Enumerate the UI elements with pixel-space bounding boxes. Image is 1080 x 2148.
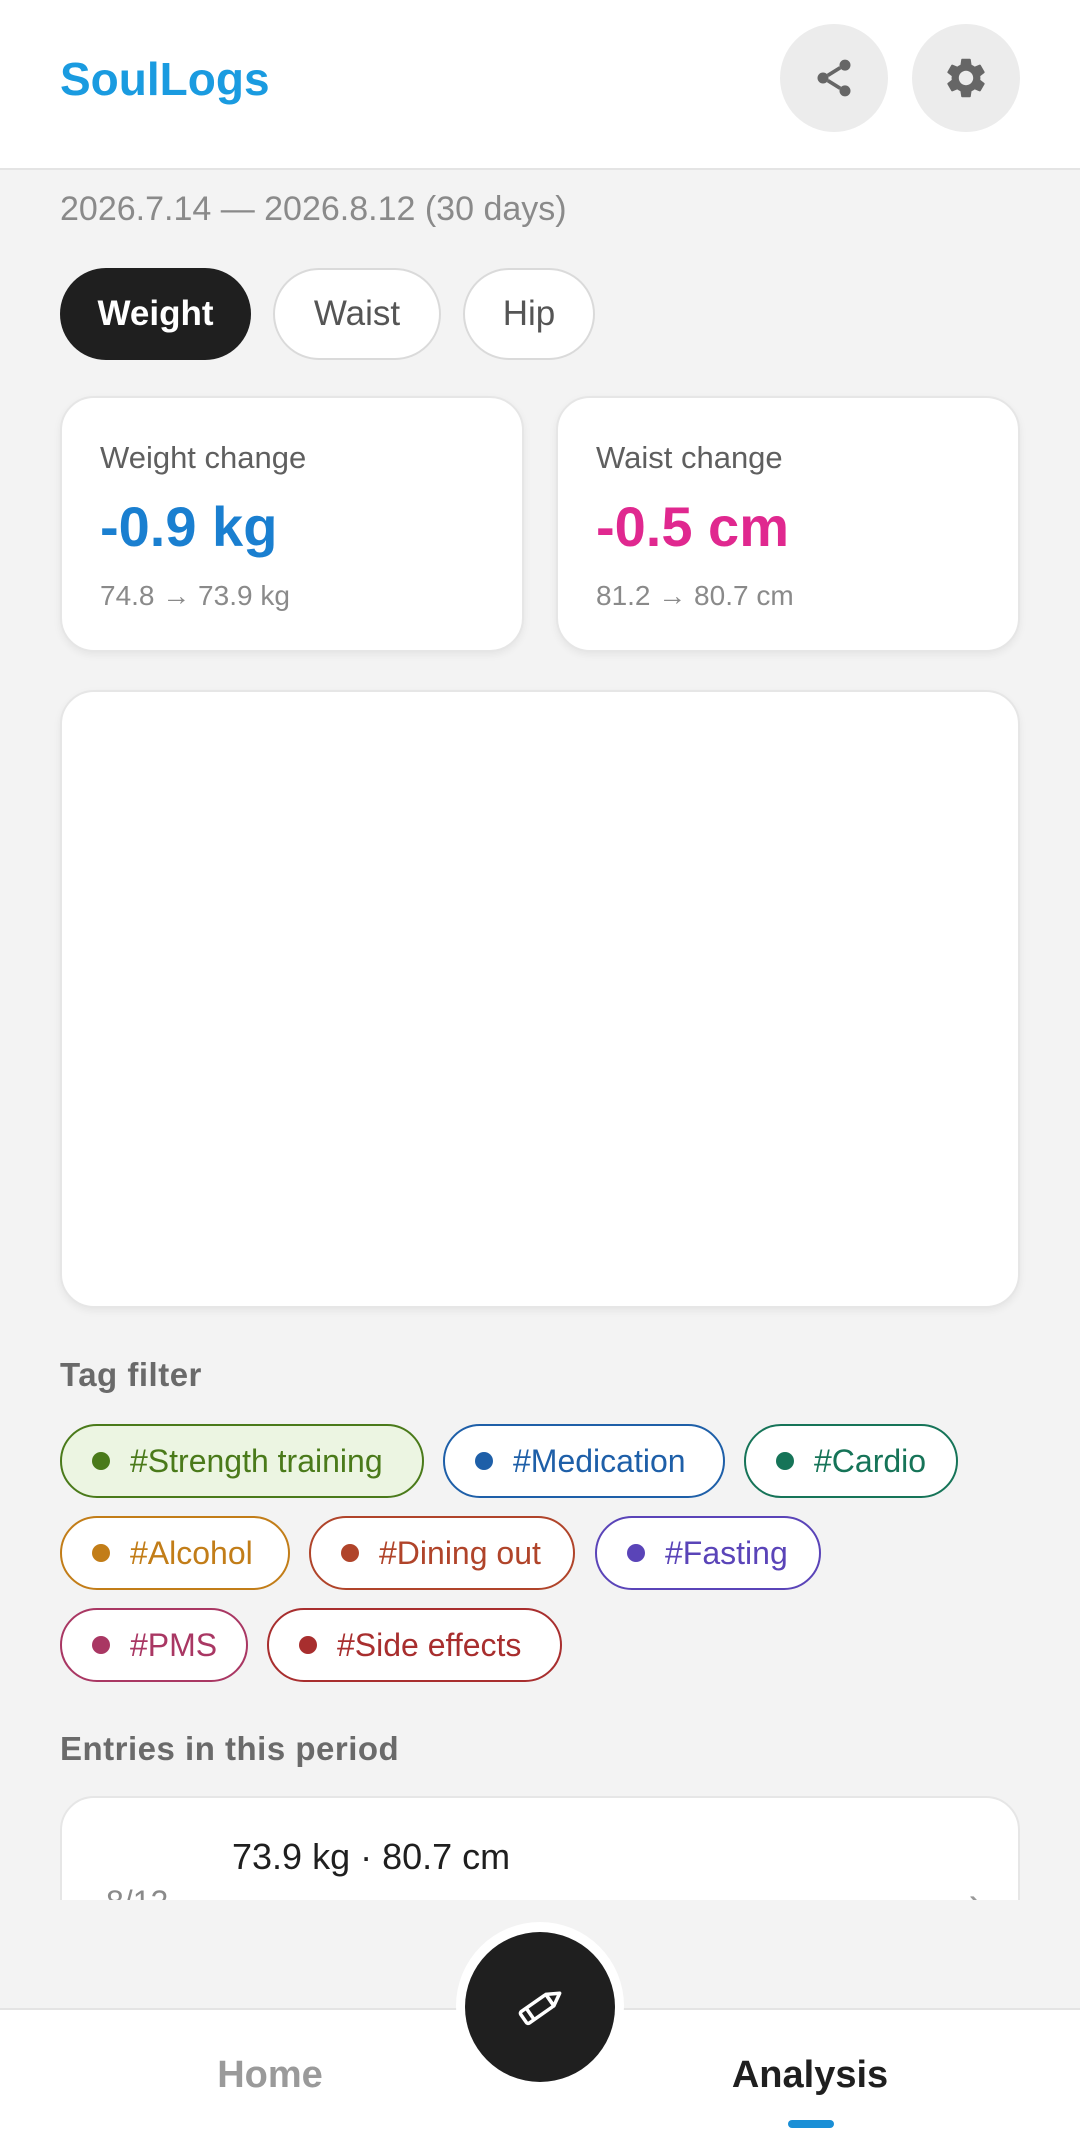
share-icon <box>817 59 851 97</box>
tag-label: #Cardio <box>814 1442 927 1479</box>
weight-chart: 75.074.574.073.57. 14.7. 25.8. 4.8. 12. <box>155 156 878 503</box>
tag-label: #Strength training <box>130 1442 383 1479</box>
entry-summary: 73.9 kg · 80.7 cm <box>232 1836 511 1877</box>
period-range: 2026.7.14 — 2026.8.12 (30 days) <box>60 190 567 228</box>
waist-change-card: Waist change -0.5 cm 81.2 → 80.7 cm <box>556 396 1020 652</box>
waist-change-value: -0.5 cm <box>596 495 789 558</box>
tag-dot <box>475 1452 493 1470</box>
entries-title: Entries in this period <box>60 1730 400 1767</box>
tag-filter-title: Tag filter <box>60 1356 202 1393</box>
top-app-bar: SoulLogs <box>0 0 1080 170</box>
tag-label: #PMS <box>130 1626 218 1663</box>
tag-side-effects[interactable]: #Side effects <box>267 1608 562 1682</box>
tab-hip[interactable]: Hip <box>463 268 595 360</box>
tag-alcohol[interactable]: #Alcohol <box>60 1516 290 1590</box>
tag-dot <box>299 1636 317 1654</box>
tag-medication[interactable]: #Medication <box>443 1424 725 1498</box>
gear-icon <box>947 58 985 98</box>
tag-pms[interactable]: #PMS <box>60 1608 248 1682</box>
waist-change-range: 81.2 → 80.7 cm <box>596 580 794 611</box>
tag-label: #Medication <box>513 1442 686 1479</box>
add-entry-button[interactable] <box>465 1932 615 2082</box>
tag-dot <box>92 1636 110 1654</box>
nav-home[interactable]: Home <box>217 2054 323 2096</box>
weight-change-range: 74.8 → 73.9 kg <box>100 580 290 611</box>
tag-dot <box>776 1452 794 1470</box>
share-button[interactable] <box>780 24 888 132</box>
chevron-right-icon: › <box>969 1880 982 1900</box>
nav-analysis[interactable]: Analysis <box>731 2054 889 2096</box>
app-title: SoulLogs <box>60 53 270 105</box>
tag-dot <box>627 1544 645 1562</box>
tag-dot <box>92 1544 110 1562</box>
tag-dot <box>92 1452 110 1470</box>
waist-change-label: Waist change <box>596 440 783 475</box>
tag-cardio[interactable]: #Cardio <box>744 1424 958 1498</box>
entry-item[interactable]: 8/12 73.9 kg · 80.7 cm › <box>60 1796 1020 1900</box>
tag-label: #Side effects <box>337 1626 522 1663</box>
nav-active-indicator <box>788 2120 834 2128</box>
entries-list: 8/12 73.9 kg · 80.7 cm › <box>0 1790 1080 1900</box>
settings-button[interactable] <box>912 24 1020 132</box>
weight-change-label: Weight change <box>100 440 307 475</box>
pencil-icon <box>518 1991 562 2026</box>
tab-waist[interactable]: Waist <box>273 268 441 360</box>
weight-change-card: Weight change -0.9 kg 74.8 → 73.9 kg <box>60 396 524 652</box>
weight-change-value: -0.9 kg <box>100 495 278 558</box>
tab-weight[interactable]: Weight <box>60 268 251 360</box>
tag-strength-training[interactable]: #Strength training <box>60 1424 424 1498</box>
tag-label: #Dining out <box>379 1534 541 1571</box>
tag-fasting[interactable]: #Fasting <box>595 1516 821 1590</box>
entry-date: 8/12 <box>106 1884 168 1900</box>
tag-label: #Fasting <box>665 1534 788 1571</box>
tag-dining-out[interactable]: #Dining out <box>309 1516 575 1590</box>
weight-chart-card: 75.074.574.073.57. 14.7. 25.8. 4.8. 12. <box>60 156 1020 1308</box>
tag-dot <box>341 1544 359 1562</box>
tag-label: #Alcohol <box>130 1534 253 1571</box>
